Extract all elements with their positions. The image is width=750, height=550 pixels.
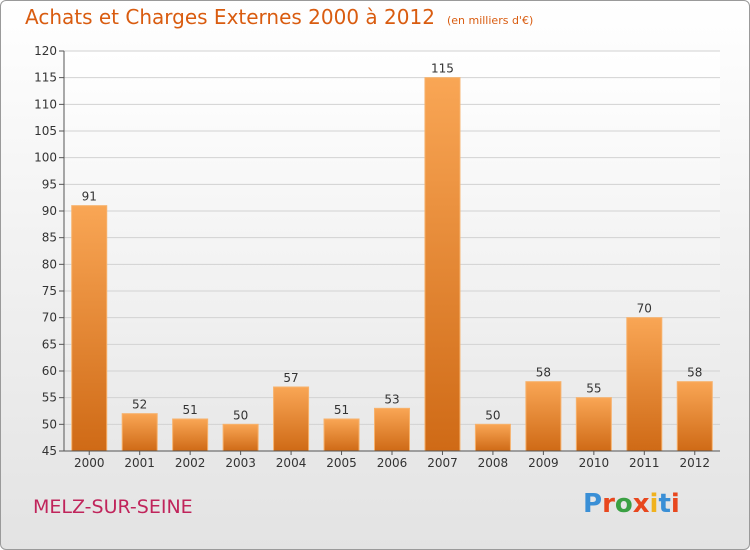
chart-subtitle: (en milliers d'€) [446,14,534,27]
y-tick-label: 100 [34,151,57,165]
x-tick-label: 2000 [74,456,105,470]
y-tick-label: 50 [42,417,57,431]
bar-value-label: 55 [586,382,601,396]
x-tick-label: 2005 [326,456,357,470]
x-tick-label: 2003 [225,456,256,470]
bar-value-label: 50 [485,408,500,422]
bar-value-label: 58 [687,366,702,380]
x-tick-label: 2008 [478,456,509,470]
bar [676,381,713,452]
logo-letter: o [614,489,633,519]
bar-value-label: 70 [637,302,652,316]
y-tick-label: 80 [42,257,57,271]
bar [273,386,310,452]
x-tick-label: 2012 [679,456,710,470]
bar-value-label: 58 [536,366,551,380]
bar [525,381,562,452]
logo-letter: P [583,489,603,519]
bar [222,423,259,452]
x-tick-label: 2006 [377,456,408,470]
x-tick-label: 2010 [579,456,610,470]
commune-name: MELZ-SUR-SEINE [33,496,193,518]
x-tick-label: 2002 [175,456,206,470]
chart-title: Achats et Charges Externes 2000 à 2012 (e… [25,5,533,29]
y-tick-label: 110 [34,97,57,111]
y-tick-label: 55 [42,391,57,405]
bar-value-label: 53 [384,392,399,406]
logo-letter: t [658,489,671,519]
proxiti-logo: Proxiti [583,489,680,519]
bar [172,418,209,452]
bar [575,397,612,452]
bar-value-label: 50 [233,408,248,422]
y-tick-label: 60 [42,364,57,378]
bar-value-label: 51 [334,403,349,417]
bar [474,423,511,452]
bar [626,317,663,452]
bar-value-label: 115 [431,62,454,76]
bar-value-label: 51 [183,403,198,417]
y-tick-label: 120 [34,44,57,58]
bar [121,413,158,452]
y-tick-label: 85 [42,231,57,245]
logo-letter: i [670,489,680,519]
bar [71,205,108,452]
bar [424,77,461,452]
y-tick-label: 95 [42,177,57,191]
x-tick-label: 2009 [528,456,559,470]
bar [374,407,410,452]
bar-value-label: 52 [132,398,147,412]
y-tick-label: 105 [34,124,57,138]
plot-area [64,51,720,451]
logo-letter: x [632,489,650,519]
y-tick-label: 65 [42,337,57,351]
x-tick-label: 2007 [427,456,458,470]
bar-value-label: 57 [283,371,298,385]
logo-letter: i [649,489,659,519]
y-tick-label: 75 [42,284,57,298]
bar-value-label: 91 [82,190,97,204]
y-tick-label: 115 [34,71,57,85]
y-tick-label: 70 [42,311,57,325]
x-tick-label: 2001 [124,456,155,470]
x-tick-label: 2011 [629,456,660,470]
y-tick-label: 45 [42,444,57,458]
logo-letter: r [602,489,615,519]
y-tick-label: 90 [42,204,57,218]
chart-title-text: Achats et Charges Externes 2000 à 2012 [25,5,435,29]
x-tick-label: 2004 [276,456,307,470]
bar [323,418,360,452]
